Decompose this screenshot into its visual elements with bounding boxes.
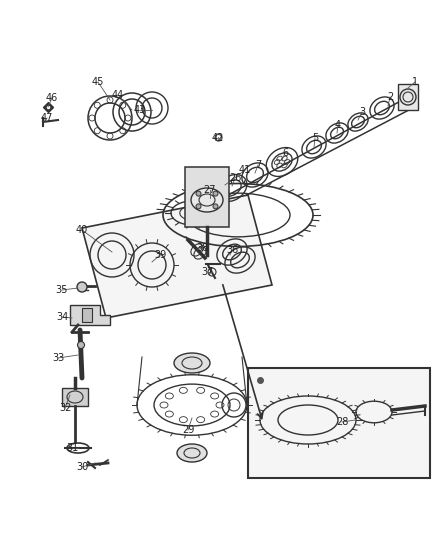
Text: 33: 33	[52, 353, 64, 363]
Polygon shape	[82, 195, 272, 318]
Text: 42: 42	[212, 133, 224, 143]
Text: 40: 40	[76, 225, 88, 235]
Bar	[62, 388, 88, 406]
Ellipse shape	[177, 444, 207, 462]
Ellipse shape	[191, 188, 223, 212]
Text: 44: 44	[112, 90, 124, 100]
Text: 4: 4	[335, 120, 341, 130]
Bar	[248, 368, 430, 478]
Text: 6: 6	[282, 148, 288, 158]
Text: 41: 41	[239, 165, 251, 175]
Circle shape	[78, 342, 85, 349]
Text: 34: 34	[56, 312, 68, 322]
Circle shape	[213, 191, 218, 196]
Text: 26: 26	[229, 173, 241, 183]
Ellipse shape	[174, 353, 210, 373]
Text: 36: 36	[226, 245, 238, 255]
Text: 29: 29	[182, 425, 194, 435]
Text: 38: 38	[196, 243, 208, 253]
Text: 28: 28	[336, 417, 348, 427]
Bar	[398, 84, 418, 110]
Circle shape	[196, 191, 201, 196]
Text: 35: 35	[56, 285, 68, 295]
Text: 1: 1	[412, 77, 418, 87]
Text: 31: 31	[66, 443, 78, 453]
Circle shape	[196, 204, 201, 209]
Text: 47: 47	[41, 113, 53, 123]
Text: 37: 37	[202, 267, 214, 277]
Text: 30: 30	[76, 462, 88, 472]
Polygon shape	[70, 305, 110, 325]
Circle shape	[77, 282, 87, 292]
Text: 46: 46	[46, 93, 58, 103]
Bar	[82, 308, 92, 322]
Text: 39: 39	[154, 250, 166, 260]
Text: 43: 43	[134, 105, 146, 115]
Text: 2: 2	[387, 92, 393, 102]
Text: 45: 45	[92, 77, 104, 87]
Text: 27: 27	[204, 185, 216, 195]
Text: 7: 7	[255, 160, 261, 170]
Text: 3: 3	[359, 107, 365, 117]
Circle shape	[213, 204, 218, 209]
Text: 5: 5	[312, 133, 318, 143]
Text: 32: 32	[59, 403, 71, 413]
Polygon shape	[185, 167, 229, 227]
